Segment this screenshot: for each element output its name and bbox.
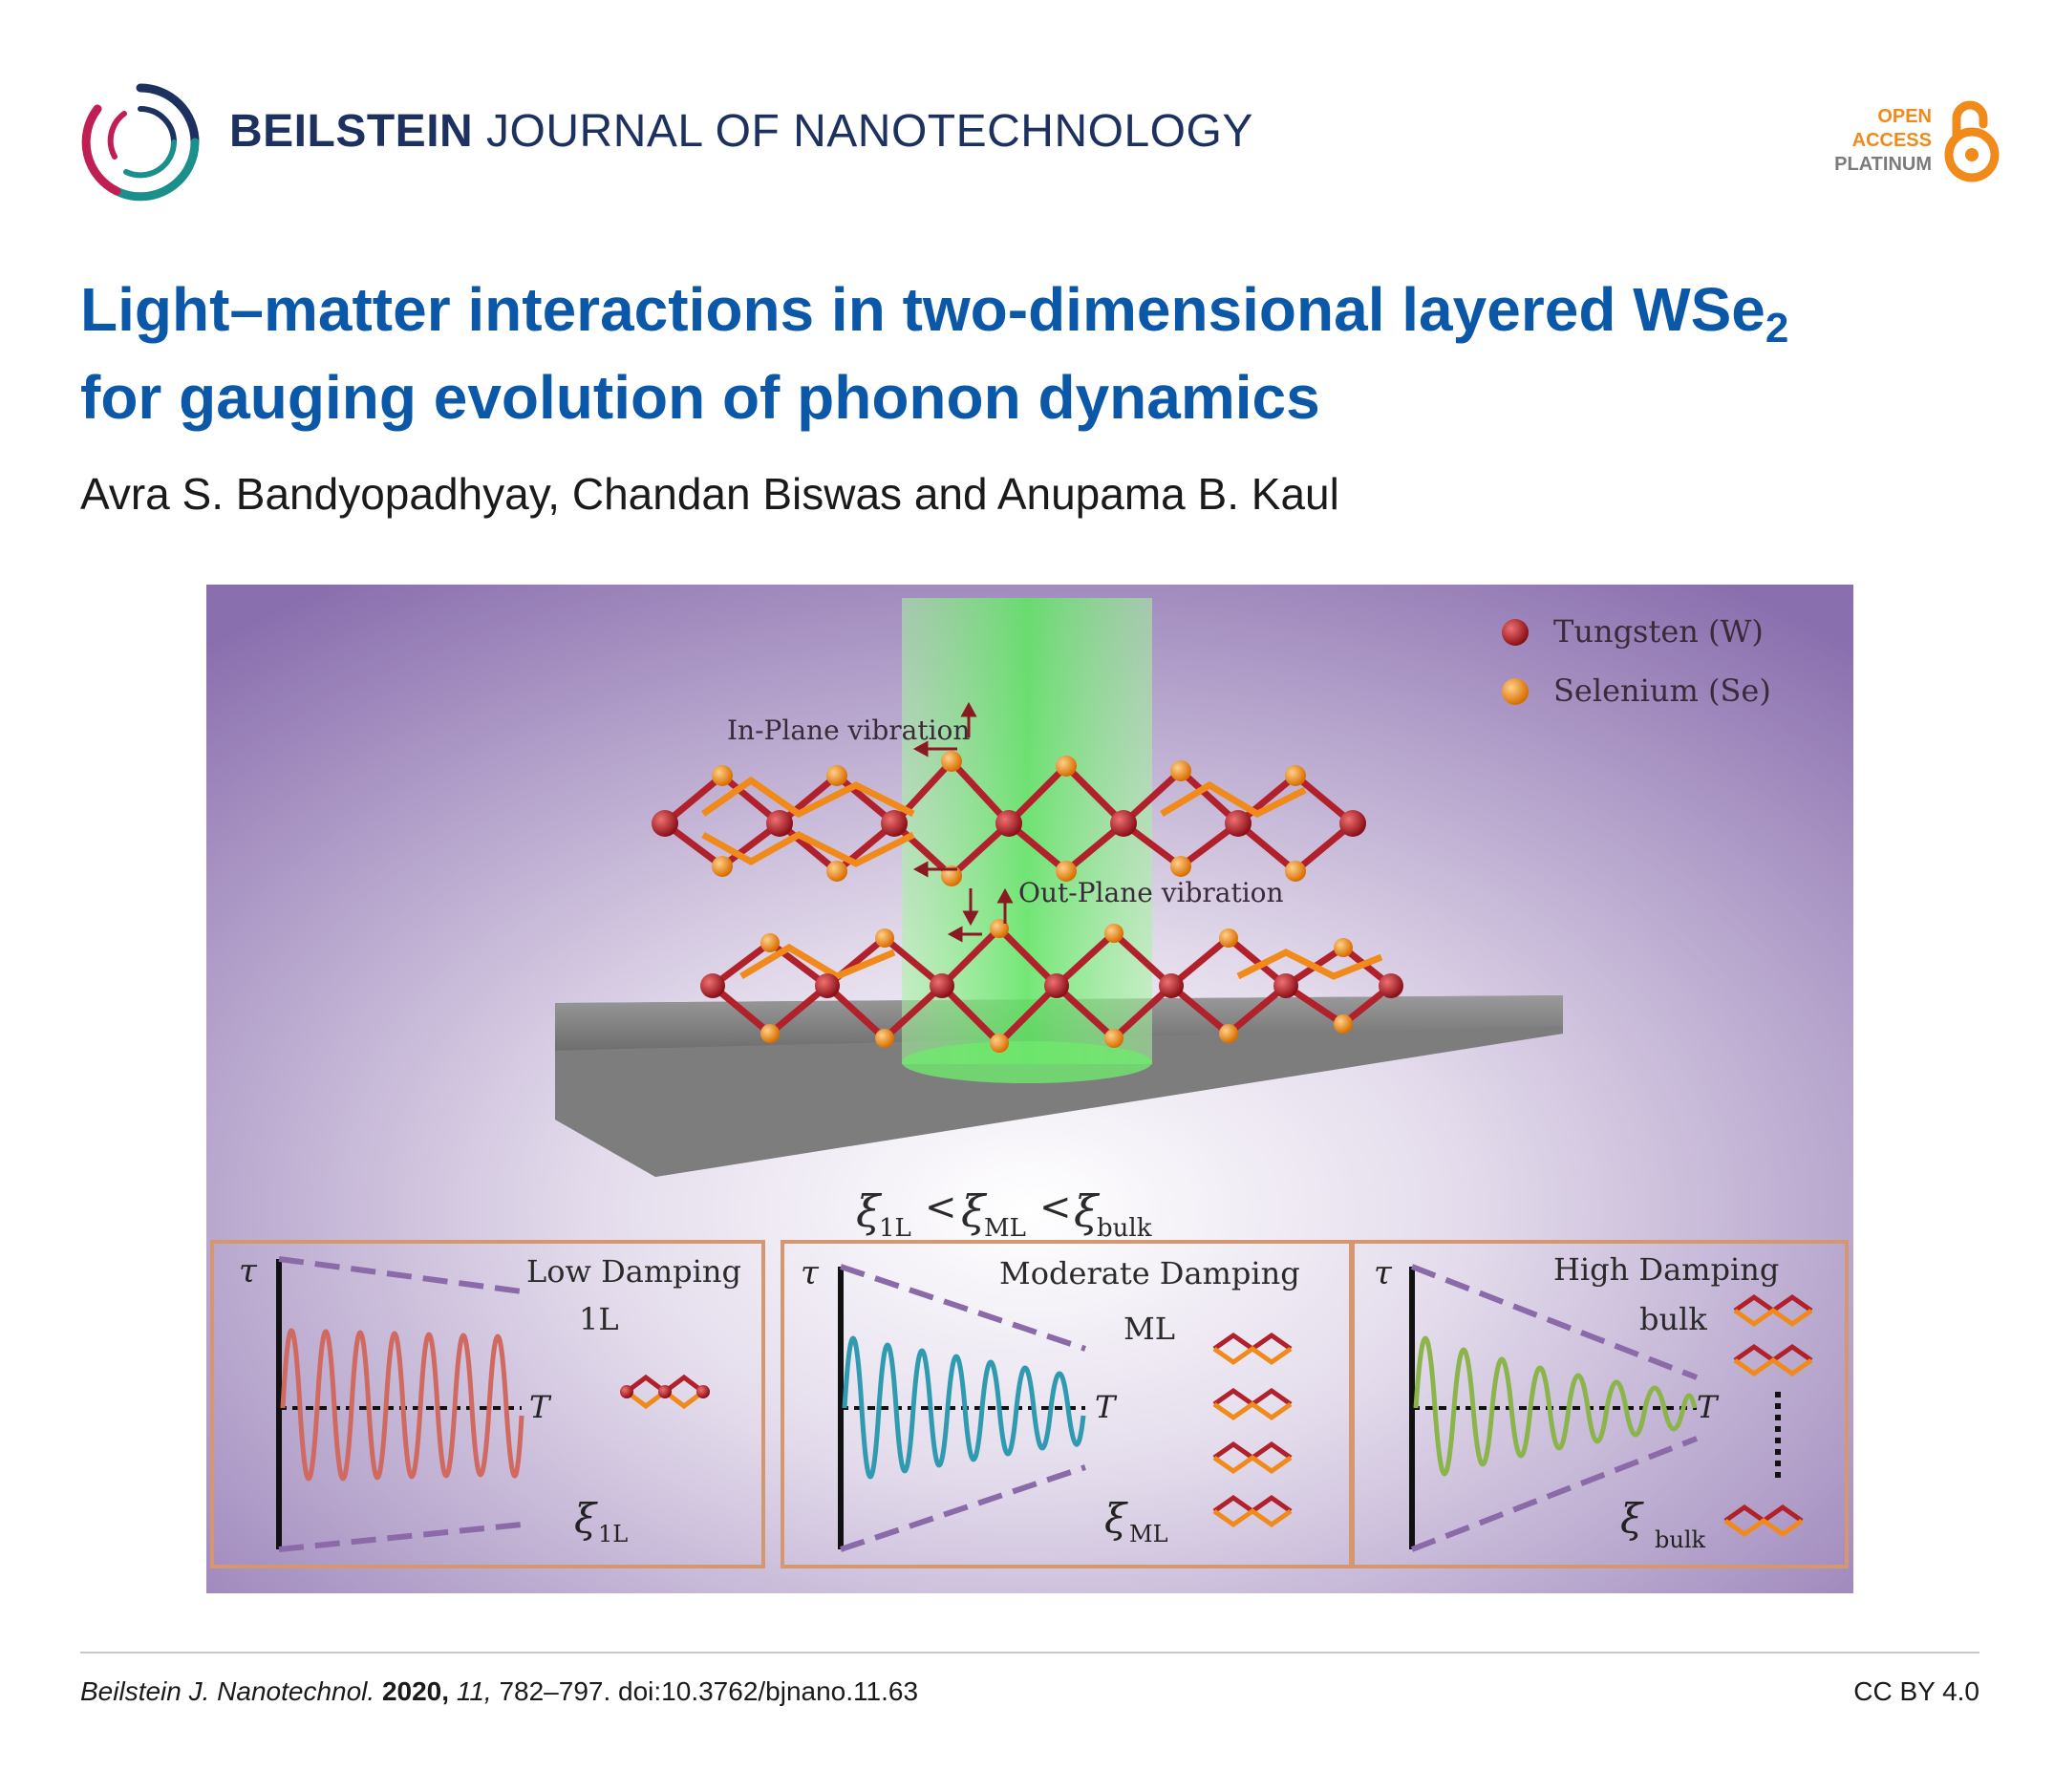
footer-divider xyxy=(80,1652,1979,1653)
title-line-2: for gauging evolution of phonon dynamics xyxy=(80,363,1320,432)
authors: Avra S. Bandyopadhyay, Chandan Biswas an… xyxy=(80,469,1339,519)
license: CC BY 4.0 xyxy=(1853,1676,1979,1706)
relation-xi-2: ξ xyxy=(961,1185,988,1237)
panel1-axis-tau: τ xyxy=(239,1252,258,1291)
damping-relation: ξ 1L < ξ ML < ξ bulk xyxy=(856,1185,1152,1243)
panel1-xi: ξ xyxy=(574,1495,598,1542)
badge-access: ACCESS xyxy=(1851,130,1932,151)
open-access-badge: OPEN ACCESS PLATINUM xyxy=(1819,96,2001,183)
citation-year: 2020, xyxy=(381,1676,450,1706)
relation-xi-1: ξ xyxy=(856,1185,883,1237)
relation-sub-1: 1L xyxy=(879,1214,911,1243)
panel3-axis-tau: τ xyxy=(1374,1254,1393,1292)
panel-moderate-damping: τ T Moderate Damping ML ξ ML xyxy=(781,1240,1353,1568)
graphical-abstract: In-Plane vibration Out-Plane vibration T… xyxy=(206,585,1853,1593)
panel1-layer: 1L xyxy=(579,1301,619,1337)
relation-lt-2: < xyxy=(1039,1185,1072,1229)
relation-lt-1: < xyxy=(925,1185,957,1229)
legend-tungsten: Tungsten (W) xyxy=(1553,613,1764,650)
badge-open: OPEN xyxy=(1877,106,1932,127)
lower-atoms xyxy=(700,919,1403,1053)
panel3-xi-sub: bulk xyxy=(1655,1526,1705,1553)
panel1-xi-sub: 1L xyxy=(598,1521,628,1547)
panel-low-damping: τ T Low Damping 1L ξ 1L xyxy=(210,1240,765,1568)
out-plane-label: Out-Plane vibration xyxy=(1018,877,1284,908)
panel3-molecules xyxy=(1723,1293,1813,1538)
panel3-xi: ξ xyxy=(1620,1495,1644,1542)
panel3-layer: bulk xyxy=(1639,1301,1707,1337)
panel-high-damping: τ T High Damping bulk ξ bulk xyxy=(1351,1240,1849,1568)
badge-platinum: PLATINUM xyxy=(1834,154,1932,175)
citation-volume: 11, xyxy=(456,1676,492,1706)
panel2-xi-sub: ML xyxy=(1129,1521,1168,1547)
open-lock-icon xyxy=(1944,100,2000,182)
panel2-axis-t: T xyxy=(1095,1389,1118,1425)
legend-selenium: Selenium (Se) xyxy=(1553,672,1771,709)
relation-xi-3: ξ xyxy=(1074,1185,1101,1237)
journal-name-rest: JOURNAL OF NANOTECHNOLOGY xyxy=(473,106,1253,157)
journal-logo-icon xyxy=(81,83,200,202)
journal-name-bold: BEILSTEIN xyxy=(229,106,474,157)
in-plane-label: In-Plane vibration xyxy=(727,715,970,746)
citation-pages-doi: 782–797. doi:10.3762/bjnano.11.63 xyxy=(499,1676,919,1706)
title-subscript: 2 xyxy=(1765,305,1789,352)
citation: Beilstein J. Nanotechnol. 2020, 11, 782–… xyxy=(80,1676,918,1707)
substrate-slab xyxy=(555,995,1563,1177)
journal-name: BEILSTEIN JOURNAL OF NANOTECHNOLOGY xyxy=(229,105,1253,158)
panel2-xi: ξ xyxy=(1104,1495,1128,1542)
panel2-layer: ML xyxy=(1123,1311,1175,1347)
relation-sub-2: ML xyxy=(984,1214,1026,1243)
vibration-arrows xyxy=(912,701,1014,943)
panel2-axis-tau: τ xyxy=(801,1254,820,1292)
selenium-legend-icon xyxy=(1502,678,1529,705)
article-title: Light–matter interactions in two-dimensi… xyxy=(80,266,1991,441)
relation-sub-3: bulk xyxy=(1097,1214,1152,1243)
panel2-molecules xyxy=(1212,1332,1293,1528)
panel1-axis-t: T xyxy=(529,1389,552,1425)
panel1-title: Low Damping xyxy=(526,1253,741,1290)
panel2-title: Moderate Damping xyxy=(999,1255,1300,1291)
panel1-molecule xyxy=(620,1374,710,1410)
panel3-title: High Damping xyxy=(1553,1251,1779,1288)
panel3-axis-t: T xyxy=(1697,1389,1720,1425)
title-line-1: Light–matter interactions in two-dimensi… xyxy=(80,275,1765,344)
figure-legend: Tungsten (W) Selenium (Se) xyxy=(1502,613,1771,709)
citation-journal: Beilstein J. Nanotechnol. xyxy=(80,1676,375,1706)
tungsten-legend-icon xyxy=(1502,619,1529,646)
upper-atoms xyxy=(652,751,1366,886)
